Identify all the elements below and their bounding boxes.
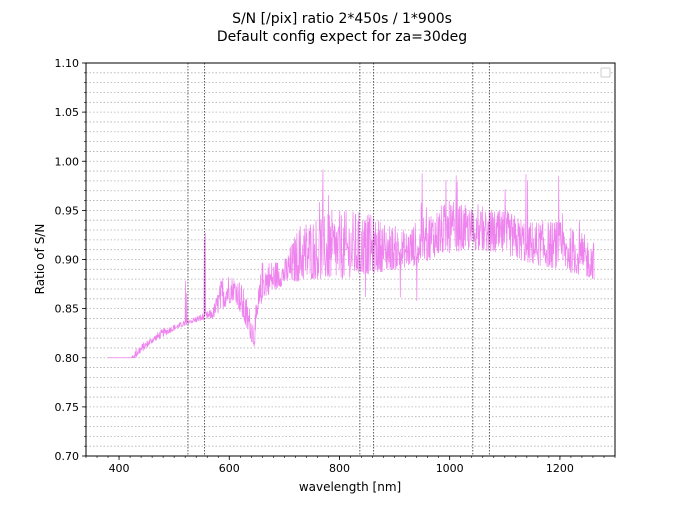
x-tick-label: 800 <box>329 462 350 475</box>
series-line-sn-ratio <box>108 169 595 359</box>
axes-layer: 0.70 0.75 0.80 0.85 0.90 0.95 1.00 1.05 1.10 400 6… <box>55 57 616 475</box>
y-tick-label: 1.00 <box>55 155 80 168</box>
y-tick-label: 0.85 <box>55 303 80 316</box>
y-axis-label: Ratio of S/N <box>33 224 47 295</box>
x-tick-label: 1000 <box>436 462 464 475</box>
vertical-lines-layer <box>187 63 490 456</box>
y-tick-label: 0.70 <box>55 450 80 463</box>
chart-title-line-1: S/N [/pix] ratio 2*450s / 1*900s <box>232 11 452 27</box>
y-tick-label: 0.80 <box>55 352 80 365</box>
y-tick-label: 0.90 <box>55 254 80 267</box>
y-tick-label: 0.95 <box>55 204 80 217</box>
x-tick-label: 600 <box>219 462 240 475</box>
x-tick-label: 400 <box>109 462 130 475</box>
x-tick-label: 1200 <box>546 462 574 475</box>
y-tick-label: 1.10 <box>55 57 80 70</box>
y-tick-label: 1.05 <box>55 106 80 119</box>
chart-title-line-2: Default config expect for za=30deg <box>217 29 467 45</box>
y-tick-label: 0.75 <box>55 401 80 414</box>
x-axis-label: wavelength [nm] <box>299 480 401 494</box>
series-layer <box>108 169 595 359</box>
legend-box <box>600 67 611 78</box>
